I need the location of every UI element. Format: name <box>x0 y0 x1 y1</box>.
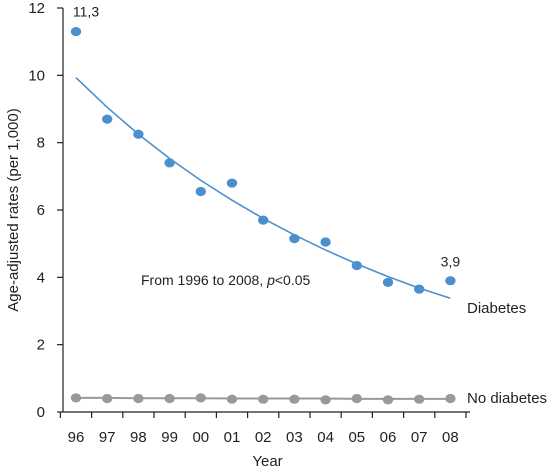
trend-line-diabetes <box>75 77 451 299</box>
significance-prefix: From 1996 to 2008, <box>141 272 267 288</box>
significance-p: p <box>266 272 275 288</box>
data-point-diabetes <box>195 186 206 197</box>
data-point-no-diabetes <box>445 393 456 404</box>
x-tick-label: 08 <box>442 429 459 446</box>
x-axis-title: Year <box>252 453 282 470</box>
x-tick-label: 06 <box>380 429 397 446</box>
trend-lines <box>75 77 451 400</box>
data-point-diabetes <box>320 237 331 247</box>
data-point-no-diabetes <box>102 393 113 404</box>
data-point-diabetes <box>258 215 269 225</box>
data-point-diabetes <box>382 277 394 287</box>
data-point-diabetes <box>445 276 456 286</box>
data-point-no-diabetes <box>70 393 82 403</box>
y-tick-label: 10 <box>28 67 45 84</box>
series-label-diabetes: Diabetes <box>467 300 526 317</box>
y-axis-ticks: 0 2 4 6 8 10 12 <box>28 0 63 421</box>
y-tick-label: 8 <box>37 135 45 152</box>
data-point-diabetes <box>133 129 144 139</box>
series-label-no-diabetes: No diabetes <box>467 390 547 407</box>
x-tick-label: 03 <box>286 429 303 446</box>
data-point-diabetes <box>414 284 425 294</box>
data-point-no-diabetes <box>195 393 206 403</box>
x-tick-label: 05 <box>348 429 365 446</box>
x-tick-label: 97 <box>99 429 116 446</box>
y-tick-label: 12 <box>28 0 45 17</box>
data-point-no-diabetes <box>226 394 238 404</box>
x-axis-ticks: 96 97 98 99 00 01 02 03 04 05 06 07 08 <box>59 412 467 446</box>
y-tick-label: 4 <box>37 269 45 286</box>
data-points <box>70 26 456 405</box>
last-value-label: 3,9 <box>441 254 461 270</box>
y-axis-title: Age-adjusted rates (per 1,000) <box>5 108 22 311</box>
x-tick-label: 01 <box>224 429 241 446</box>
x-tick-label: 02 <box>255 429 272 446</box>
data-point-no-diabetes <box>164 393 175 404</box>
data-point-no-diabetes <box>258 394 269 404</box>
x-tick-label: 99 <box>161 429 178 446</box>
y-tick-label: 0 <box>37 404 45 421</box>
data-point-diabetes <box>70 26 82 37</box>
first-value-label: 11,3 <box>73 4 99 20</box>
data-point-diabetes <box>226 178 238 188</box>
data-point-diabetes <box>351 260 362 271</box>
data-point-no-diabetes <box>133 393 144 404</box>
data-point-no-diabetes <box>414 394 425 404</box>
y-tick-label: 2 <box>37 337 45 354</box>
data-point-diabetes <box>102 114 113 124</box>
data-point-diabetes <box>289 234 300 244</box>
data-point-no-diabetes <box>320 395 331 405</box>
x-tick-label: 04 <box>317 429 334 446</box>
x-tick-label: 96 <box>68 429 85 446</box>
x-tick-label: 98 <box>130 429 147 446</box>
significance-suffix: <0.05 <box>275 272 311 288</box>
data-point-no-diabetes <box>289 394 300 404</box>
data-point-no-diabetes <box>351 393 362 404</box>
x-tick-label: 00 <box>192 429 209 446</box>
data-point-no-diabetes <box>382 395 394 405</box>
y-tick-label: 6 <box>37 202 45 219</box>
x-tick-label: 07 <box>411 429 428 446</box>
data-point-diabetes <box>164 158 175 168</box>
significance-annotation: From 1996 to 2008, p<0.05 <box>141 272 311 288</box>
